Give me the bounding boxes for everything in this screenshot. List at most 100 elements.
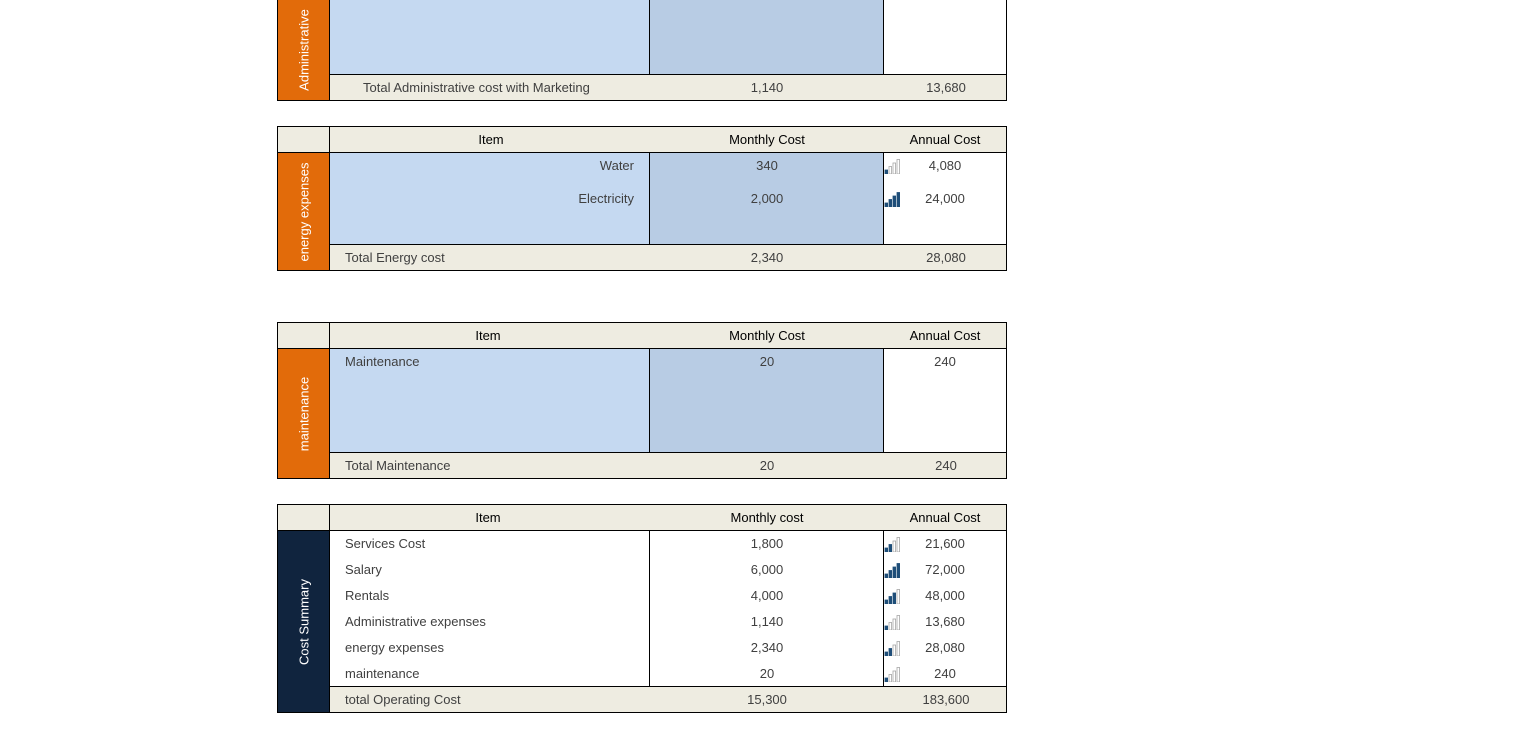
signal-bars-icon: [884, 640, 900, 656]
signal-bar: [884, 169, 888, 174]
summary-row-item: Salary: [345, 562, 382, 577]
signal-bar: [892, 162, 896, 174]
summary-row-monthly: 2,340: [750, 640, 784, 655]
signal-bar: [888, 570, 892, 578]
signal-bar: [892, 670, 896, 682]
signal-bar: [884, 573, 888, 578]
energy-header-divider: [329, 126, 330, 153]
signal-bar: [892, 195, 896, 207]
summary-row-monthly: 6,000: [750, 562, 784, 577]
signal-bar: [888, 674, 892, 682]
signal-bar: [896, 667, 900, 682]
maintenance-side-label: maintenance: [277, 348, 330, 479]
maintenance-header-annual: Annual Cost: [909, 328, 981, 343]
summary-total-row: total Operating Cost 15,300 183,600: [329, 686, 1007, 713]
admin-item-area: [329, 0, 650, 75]
energy-header-row: [277, 126, 1007, 153]
signal-bar: [884, 651, 888, 656]
signal-bar: [896, 537, 900, 552]
signal-bar: [888, 544, 892, 552]
summary-row-annual: 21,600: [925, 536, 965, 551]
maintenance-row-annual: 240: [934, 354, 956, 369]
signal-bar: [892, 644, 896, 656]
energy-row-water-item: Water: [599, 158, 634, 173]
admin-total-label: Total Administrative cost with Marketing: [363, 80, 590, 95]
signal-bar: [888, 622, 892, 630]
summary-header-annual: Annual Cost: [909, 510, 981, 525]
signal-bar: [896, 159, 900, 174]
signal-bar: [884, 677, 888, 682]
signal-bars-icon: [884, 158, 900, 174]
energy-monthly-area: [649, 152, 884, 245]
energy-total-label: Total Energy cost: [345, 250, 445, 265]
energy-header-item: Item: [478, 132, 504, 147]
signal-bar: [892, 540, 896, 552]
signal-bars-svg: [884, 192, 900, 207]
signal-bars-svg: [884, 615, 900, 630]
maintenance-row-item: Maintenance: [345, 354, 420, 369]
signal-bar: [892, 618, 896, 630]
summary-header-row: [277, 504, 1007, 531]
energy-row-electricity-item: Electricity: [578, 191, 634, 206]
admin-annual-area: [883, 0, 1007, 75]
summary-header-divider: [329, 504, 330, 531]
signal-bars-icon: [884, 666, 900, 682]
signal-bar: [888, 199, 892, 207]
summary-row-annual: 28,080: [925, 640, 965, 655]
signal-bar: [896, 192, 900, 207]
signal-bars-icon: [884, 562, 900, 578]
energy-side-label: energy expenses: [277, 152, 330, 271]
admin-total-monthly: 1,140: [750, 80, 784, 95]
signal-bar: [888, 596, 892, 604]
summary-total-label: total Operating Cost: [345, 692, 461, 707]
energy-annual-area: [883, 152, 1007, 245]
energy-item-area: [329, 152, 650, 245]
maintenance-total-label: Total Maintenance: [345, 458, 451, 473]
summary-header-monthly: Monthly cost: [730, 510, 804, 525]
maintenance-total-annual: 240: [935, 458, 957, 473]
maintenance-header-monthly: Monthly Cost: [729, 328, 805, 343]
summary-row-annual: 240: [934, 666, 956, 681]
energy-row-water-monthly: 340: [756, 158, 778, 173]
signal-bar: [884, 547, 888, 552]
maintenance-header-item: Item: [475, 328, 501, 343]
summary-row-monthly: 20: [759, 666, 775, 681]
signal-bar: [884, 202, 888, 207]
signal-bars-svg: [884, 563, 900, 578]
signal-bar: [896, 563, 900, 578]
signal-bar: [896, 615, 900, 630]
signal-bars-svg: [884, 641, 900, 656]
summary-total-monthly: 15,300: [747, 692, 787, 707]
energy-total-row: Total Energy cost 2,340 28,080: [329, 244, 1007, 271]
energy-row-electricity-monthly: 2,000: [750, 191, 784, 206]
summary-row-annual: 48,000: [925, 588, 965, 603]
summary-item-area: [329, 530, 650, 687]
summary-row-item: Rentals: [345, 588, 390, 603]
signal-bar: [892, 592, 896, 604]
summary-row-item: Administrative expenses: [345, 614, 486, 629]
summary-row-annual: 72,000: [925, 562, 965, 577]
energy-row-water-annual: 4,080: [928, 158, 962, 173]
summary-side-label: Cost Summary: [277, 530, 330, 713]
summary-row-monthly: 1,140: [750, 614, 784, 629]
energy-header-annual: Annual Cost: [909, 132, 981, 147]
summary-annual-area: [883, 530, 1007, 687]
summary-total-annual: 183,600: [922, 692, 970, 707]
summary-row-item: energy expenses: [345, 640, 445, 655]
maintenance-total-monthly: 20: [759, 458, 775, 473]
signal-bars-icon: [884, 588, 900, 604]
admin-side-label: Administrative: [277, 0, 330, 101]
summary-monthly-area: [649, 530, 884, 687]
signal-bar: [884, 625, 888, 630]
admin-total-row: Total Administrative cost with Marketing…: [329, 74, 1007, 101]
summary-row-monthly: 4,000: [750, 588, 784, 603]
signal-bars-icon: [884, 536, 900, 552]
signal-bars-svg: [884, 537, 900, 552]
signal-bar: [888, 166, 892, 174]
signal-bars-svg: [884, 159, 900, 174]
signal-bars-icon: [884, 614, 900, 630]
admin-monthly-area: [649, 0, 884, 75]
signal-bar: [896, 589, 900, 604]
signal-bar: [892, 566, 896, 578]
energy-total-monthly: 2,340: [750, 250, 784, 265]
